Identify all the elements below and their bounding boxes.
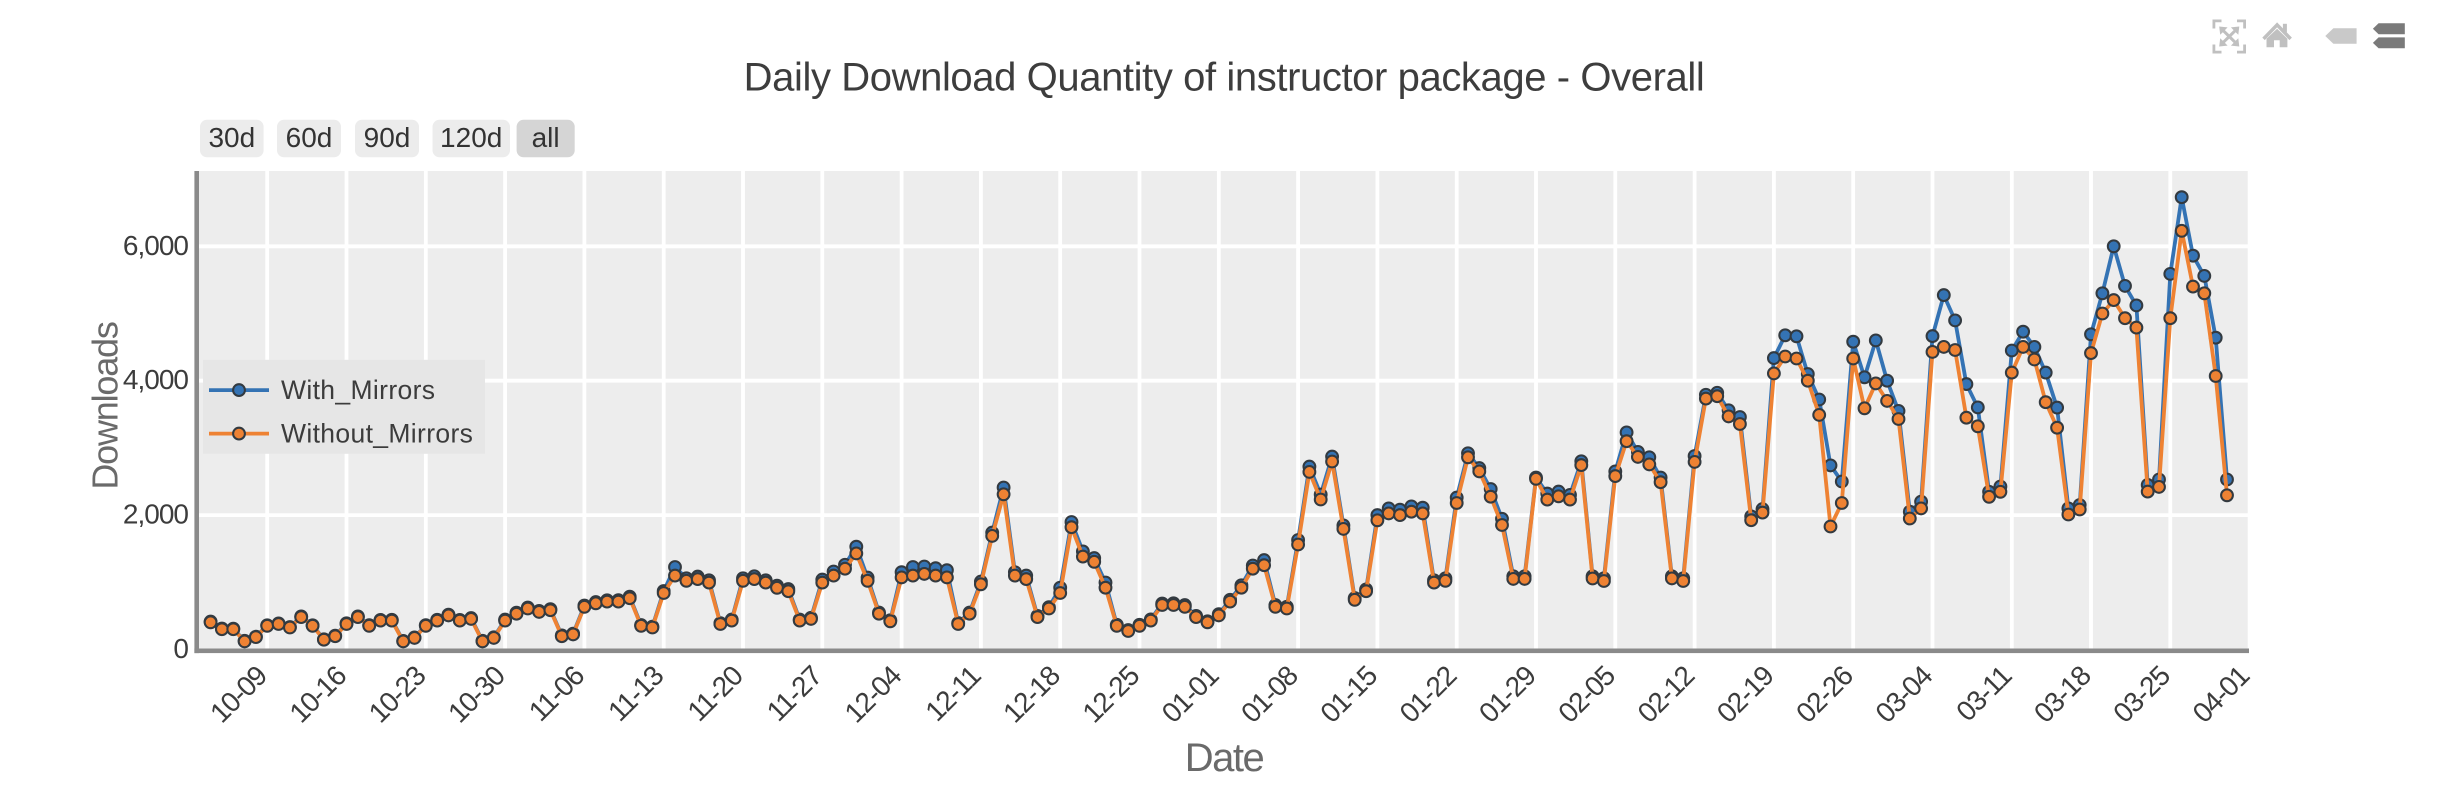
svg-text:2,000: 2,000 <box>123 499 188 530</box>
svg-text:120d: 120d <box>440 122 502 153</box>
svg-text:0: 0 <box>173 633 188 664</box>
svg-text:6,000: 6,000 <box>123 230 188 261</box>
svg-text:Daily Download Quantity of ins: Daily Download Quantity of instructor pa… <box>744 56 1705 100</box>
svg-text:With_Mirrors: With_Mirrors <box>281 375 435 405</box>
svg-text:all: all <box>532 122 560 153</box>
svg-text:60d: 60d <box>286 122 333 153</box>
svg-text:90d: 90d <box>364 122 411 153</box>
svg-text:4,000: 4,000 <box>123 364 188 395</box>
svg-text:30d: 30d <box>208 122 255 153</box>
svg-text:Date: Date <box>1185 736 1264 780</box>
svg-text:Without_Mirrors: Without_Mirrors <box>281 419 473 449</box>
svg-text:Downloads: Downloads <box>85 322 126 490</box>
